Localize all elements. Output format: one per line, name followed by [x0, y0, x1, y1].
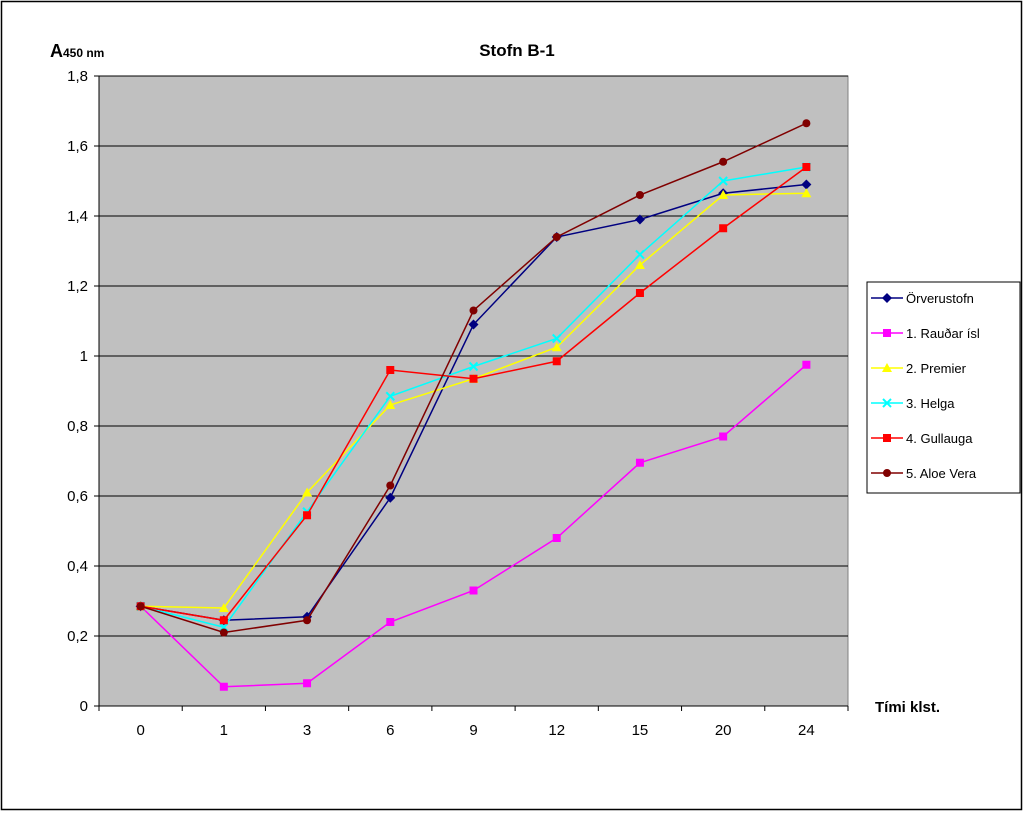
- data-point: [801, 188, 812, 198]
- data-point: [635, 289, 644, 297]
- data-point: [718, 190, 729, 199]
- data-point: [552, 357, 561, 366]
- data-point: [634, 260, 645, 269]
- legend-item: Örverustofn: [871, 291, 974, 306]
- data-point: [551, 342, 562, 352]
- data-point: [303, 679, 312, 688]
- legend-swatch-marker: [883, 329, 891, 337]
- x-tick-label: 1: [220, 722, 228, 739]
- plot-area: [98, 75, 849, 707]
- x-tick-label: 9: [469, 722, 477, 739]
- legend: Örverustofn 1. Rauðar ísl 2. Premier 3. Hel…: [866, 281, 1021, 494]
- data-point: [634, 214, 645, 225]
- y-axis-label-main: A: [50, 41, 63, 61]
- y-tick-label: 1,4: [67, 208, 88, 225]
- legend-swatch-marker: [882, 363, 892, 372]
- x-axis-label: Tími klst.: [875, 699, 940, 716]
- y-tick-label: 1,8: [67, 68, 88, 85]
- data-point: [719, 432, 728, 441]
- data-point: [386, 618, 395, 626]
- data-point: [469, 374, 478, 383]
- data-point: [469, 306, 478, 315]
- data-point: [385, 391, 395, 401]
- data-point: [635, 191, 644, 199]
- y-tick-label: 1,2: [67, 278, 88, 295]
- series-4: [136, 163, 811, 625]
- series-5: [136, 119, 811, 637]
- data-point: [219, 682, 228, 691]
- data-point: [219, 616, 228, 625]
- data-point: [302, 487, 313, 497]
- legend-swatch-marker: [883, 434, 891, 442]
- data-point: [468, 319, 479, 330]
- data-point: [635, 458, 644, 467]
- data-point: [719, 157, 728, 166]
- legend-box: [866, 281, 1021, 494]
- data-point: [635, 249, 645, 260]
- y-axis-label-sub: 450 nm: [63, 46, 104, 60]
- data-point: [468, 361, 479, 372]
- x-tick-label: 12: [548, 722, 565, 739]
- legend-label: 4. Gullauga: [906, 431, 973, 446]
- data-point: [802, 163, 811, 171]
- y-tick-label: 0,6: [67, 488, 88, 505]
- x-tick-label: 20: [715, 722, 732, 739]
- data-point: [718, 176, 728, 186]
- y-tick-label: 0,4: [67, 558, 88, 575]
- data-point: [303, 511, 312, 520]
- legend-label: 5. Aloe Vera: [906, 466, 977, 481]
- data-point: [385, 492, 396, 503]
- x-tick-label: 24: [798, 722, 815, 739]
- data-point: [802, 360, 811, 369]
- legend-item: 3. Helga: [871, 396, 955, 411]
- data-point: [552, 233, 561, 241]
- legend-label: 2. Premier: [906, 361, 967, 376]
- data-point: [303, 616, 312, 625]
- y-tick-label: 0: [80, 698, 88, 715]
- data-point: [136, 602, 145, 611]
- gridlines: [99, 75, 848, 637]
- data-point: [218, 603, 229, 612]
- legend-label: 3. Helga: [906, 396, 955, 411]
- data-point: [385, 400, 396, 409]
- x-tick-label: 15: [632, 722, 649, 739]
- legend-item: 5. Aloe Vera: [871, 466, 977, 481]
- legend-item: 2. Premier: [871, 361, 967, 376]
- legend-swatch-marker: [883, 469, 891, 477]
- chart-title: Stofn B-1: [479, 41, 555, 60]
- data-point: [801, 179, 812, 190]
- data-point: [219, 628, 228, 637]
- data-point: [552, 333, 562, 344]
- y-axis: 0 0,2 0,4 0,6 0,8 1 1,2 1,4 1,6 1,8: [67, 68, 100, 715]
- legend-item: 4. Gullauga: [871, 431, 973, 446]
- data-point: [469, 586, 478, 595]
- x-tick-label: 3: [303, 722, 311, 739]
- y-tick-label: 0,8: [67, 418, 88, 435]
- data-point: [552, 534, 561, 542]
- legend-item: 1. Rauðar ísl: [871, 326, 980, 341]
- legend-swatch-marker: [882, 398, 892, 408]
- x-tick-label: 0: [136, 722, 144, 739]
- data-point: [386, 366, 395, 374]
- legend-label: Örverustofn: [906, 291, 974, 306]
- y-tick-label: 1: [80, 348, 88, 365]
- x-tick-label: 6: [386, 722, 394, 739]
- data-point: [802, 119, 811, 128]
- y-tick-label: 1,6: [67, 138, 88, 155]
- data-point: [386, 481, 395, 490]
- data-point: [719, 224, 728, 233]
- y-axis-label: A450 nm: [50, 41, 104, 61]
- y-tick-label: 0,2: [67, 628, 88, 645]
- legend-swatch-marker: [882, 293, 892, 303]
- x-axis: 0 1 3 6 9 12 15 20 24: [98, 705, 849, 739]
- legend-label: 1. Rauðar ísl: [906, 326, 980, 341]
- series-lines: [135, 119, 812, 691]
